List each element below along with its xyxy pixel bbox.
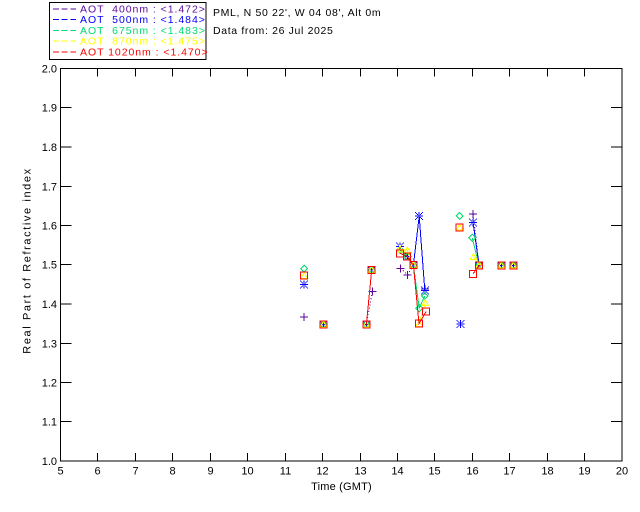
svg-text:10: 10 (241, 466, 253, 478)
svg-text:7: 7 (132, 466, 138, 478)
svg-text:1.3: 1.3 (42, 339, 57, 351)
svg-text:13: 13 (354, 466, 366, 478)
svg-text:1.8: 1.8 (42, 142, 57, 154)
svg-text:14: 14 (391, 466, 403, 478)
svg-text:12: 12 (316, 466, 328, 478)
svg-text:1.9: 1.9 (42, 103, 57, 115)
svg-text:15: 15 (428, 466, 440, 478)
svg-text:17: 17 (503, 466, 515, 478)
svg-text:1.4: 1.4 (42, 299, 57, 311)
svg-text:1.6: 1.6 (42, 221, 57, 233)
svg-text:11: 11 (280, 466, 291, 478)
svg-text:9: 9 (207, 466, 213, 478)
svg-text:16: 16 (466, 466, 478, 478)
svg-text:8: 8 (169, 466, 175, 478)
svg-text:20: 20 (616, 466, 628, 478)
svg-text:AOT 400nm : <1.472>: AOT 400nm : <1.472> (80, 3, 206, 15)
svg-text:Real Part of Refractive index: Real Part of Refractive index (22, 167, 34, 353)
svg-text:1.2: 1.2 (42, 378, 57, 390)
svg-text:Data from: 26 Jul 2025: Data from: 26 Jul 2025 (213, 25, 334, 37)
svg-text:1.0: 1.0 (42, 456, 57, 468)
svg-text:AOT 870nm : <1.475>: AOT 870nm : <1.475> (80, 36, 206, 48)
svg-text:2.0: 2.0 (42, 64, 57, 76)
svg-text:Time (GMT): Time (GMT) (311, 481, 372, 493)
svg-text:AOT 500nm : <1.484>: AOT 500nm : <1.484> (80, 14, 206, 26)
svg-text:1.7: 1.7 (42, 182, 57, 194)
svg-text:5: 5 (57, 466, 63, 478)
svg-text:6: 6 (94, 466, 100, 478)
svg-text:1.5: 1.5 (42, 260, 57, 272)
svg-text:AOT 675nm : <1.483>: AOT 675nm : <1.483> (80, 25, 206, 37)
svg-text:PML, N 50 22', W 04 08', Alt 0: PML, N 50 22', W 04 08', Alt 0m (213, 7, 381, 19)
svg-text:19: 19 (578, 466, 590, 478)
svg-text:AOT 1020nm : <1.470>: AOT 1020nm : <1.470> (80, 46, 209, 58)
svg-text:1.1: 1.1 (42, 417, 57, 429)
svg-text:18: 18 (541, 466, 553, 478)
